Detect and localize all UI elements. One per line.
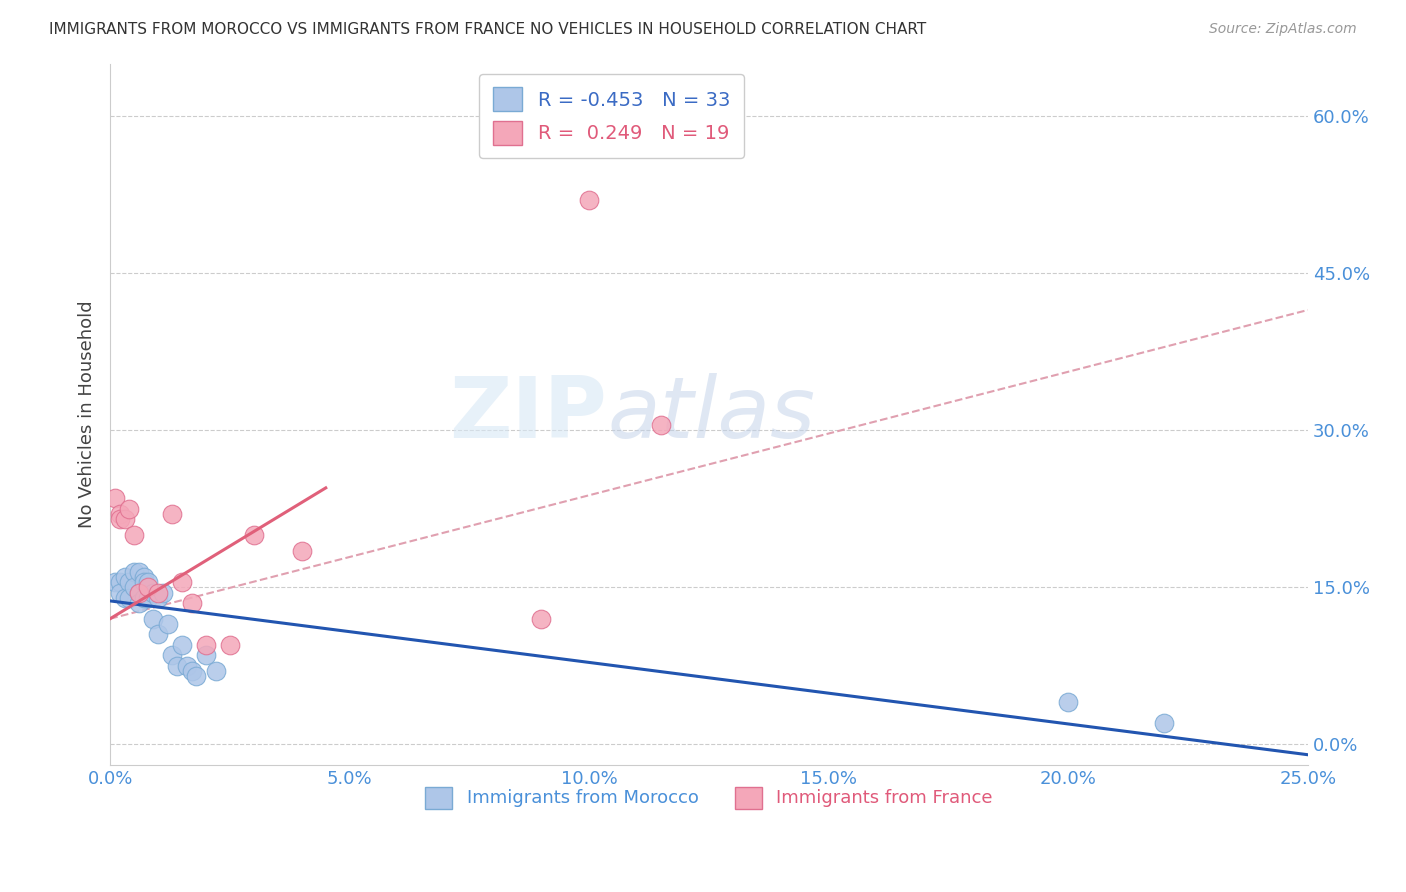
Point xyxy=(243,528,266,542)
Point xyxy=(146,627,169,641)
Point xyxy=(138,580,160,594)
Text: Source: ZipAtlas.com: Source: ZipAtlas.com xyxy=(1209,22,1357,37)
Point xyxy=(162,507,184,521)
Point xyxy=(142,612,165,626)
Point xyxy=(114,591,136,605)
Point xyxy=(204,664,226,678)
Point xyxy=(138,575,160,590)
Point xyxy=(108,585,131,599)
Point xyxy=(132,570,155,584)
Point xyxy=(180,596,202,610)
Point xyxy=(146,591,169,605)
Point xyxy=(128,585,150,599)
Point xyxy=(122,565,145,579)
Point xyxy=(118,501,141,516)
Point xyxy=(170,638,193,652)
Point xyxy=(122,528,145,542)
Point xyxy=(578,193,600,207)
Point xyxy=(142,585,165,599)
Point xyxy=(180,664,202,678)
Point xyxy=(219,638,242,652)
Point xyxy=(132,575,155,590)
Point xyxy=(530,612,553,626)
Point xyxy=(1057,695,1080,709)
Point xyxy=(138,591,160,605)
Point xyxy=(128,585,150,599)
Point xyxy=(108,512,131,526)
Point xyxy=(195,648,218,663)
Text: ZIP: ZIP xyxy=(450,373,607,456)
Point xyxy=(118,575,141,590)
Point xyxy=(146,585,169,599)
Point xyxy=(176,658,198,673)
Point xyxy=(128,596,150,610)
Text: atlas: atlas xyxy=(607,373,815,456)
Point xyxy=(156,616,179,631)
Point xyxy=(104,575,127,590)
Legend: Immigrants from Morocco, Immigrants from France: Immigrants from Morocco, Immigrants from… xyxy=(418,780,1000,816)
Point xyxy=(114,570,136,584)
Point xyxy=(128,565,150,579)
Y-axis label: No Vehicles in Household: No Vehicles in Household xyxy=(79,301,96,528)
Point xyxy=(114,512,136,526)
Point xyxy=(162,648,184,663)
Point xyxy=(152,585,174,599)
Point xyxy=(132,591,155,605)
Point xyxy=(291,543,314,558)
Point xyxy=(108,575,131,590)
Point xyxy=(170,575,193,590)
Point xyxy=(195,638,218,652)
Point xyxy=(650,418,672,433)
Point xyxy=(186,669,208,683)
Point xyxy=(118,591,141,605)
Text: IMMIGRANTS FROM MOROCCO VS IMMIGRANTS FROM FRANCE NO VEHICLES IN HOUSEHOLD CORRE: IMMIGRANTS FROM MOROCCO VS IMMIGRANTS FR… xyxy=(49,22,927,37)
Point xyxy=(108,507,131,521)
Point xyxy=(1153,716,1175,731)
Point xyxy=(104,491,127,506)
Point xyxy=(122,580,145,594)
Point xyxy=(166,658,188,673)
